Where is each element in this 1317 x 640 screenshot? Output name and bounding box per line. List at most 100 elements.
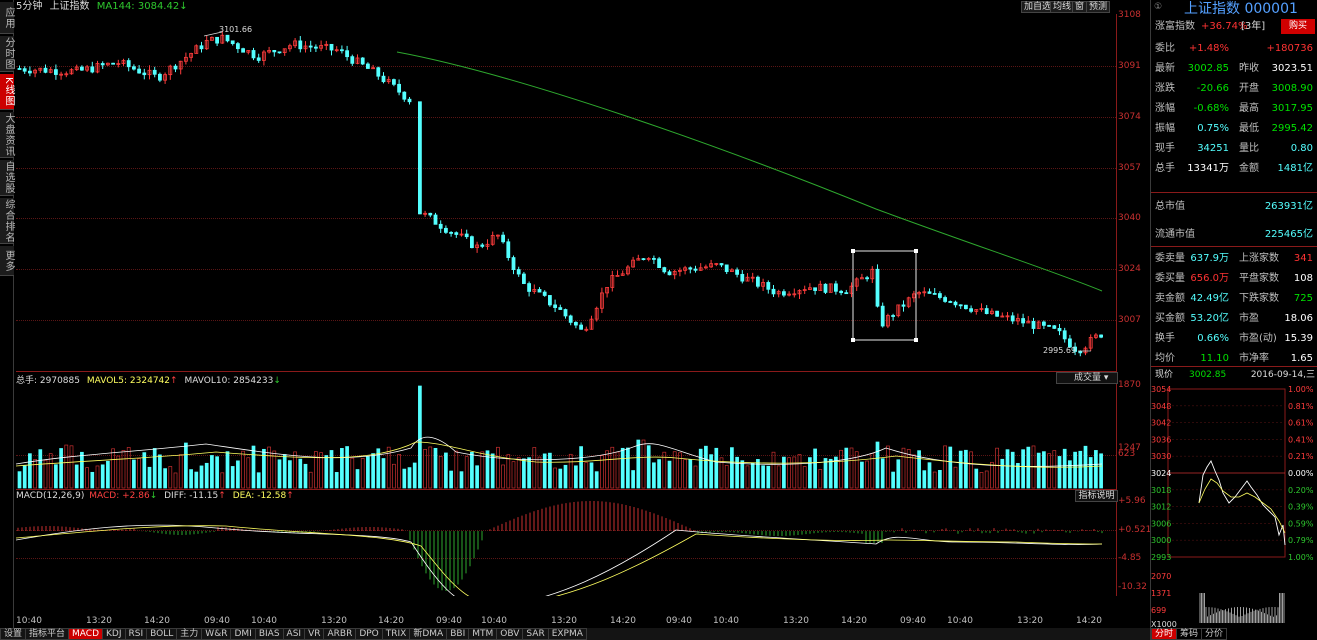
price-tick: 3040 xyxy=(1118,213,1141,223)
candle-down xyxy=(1047,324,1051,327)
indicator-tab[interactable]: DMI xyxy=(230,628,256,640)
volume-bar xyxy=(282,454,287,489)
candle-down xyxy=(43,67,48,73)
wealth-period: [3年] xyxy=(1241,21,1266,32)
volume-bar xyxy=(366,456,370,489)
candle-up xyxy=(303,45,308,50)
candle-up xyxy=(1026,320,1031,324)
candle-up xyxy=(594,307,599,320)
volume-bar xyxy=(147,466,152,489)
indicator-tabs: 设置 指标平台 MACD KDJ RSI BOLL 主力 W&R DMI BIAS ASI VR ARB… xyxy=(0,628,1150,640)
candle-down xyxy=(823,283,828,293)
candle-down xyxy=(17,68,22,70)
indicator-tab[interactable]: MTM xyxy=(468,628,498,640)
indicator-tab[interactable]: ASI xyxy=(282,628,306,640)
indicator-tab[interactable]: VR xyxy=(304,628,325,640)
candle-down xyxy=(652,258,656,260)
tab-chips[interactable]: 筹码 xyxy=(1176,628,1203,640)
indicator-tab[interactable]: ARBR xyxy=(323,628,357,640)
candle-up xyxy=(714,263,719,265)
volume-bar xyxy=(220,472,225,489)
mini-pct-tick: 0.79% xyxy=(1288,536,1314,545)
candle-up xyxy=(59,73,63,76)
mini-price-line xyxy=(1198,460,1286,546)
candle-down xyxy=(782,291,786,296)
indicator-tab[interactable]: BOLL xyxy=(146,628,178,640)
indicator-tab[interactable]: BBI xyxy=(446,628,470,640)
volume-bar xyxy=(943,445,947,489)
mini-pct-tick: 0.41% xyxy=(1288,435,1314,444)
sidebar-tab-timeshare[interactable]: 分时图 xyxy=(0,36,14,72)
time-tick: 09:40 xyxy=(204,616,230,626)
volume-bar xyxy=(808,457,812,489)
volume-bar xyxy=(901,447,906,489)
candle-up xyxy=(854,278,859,287)
volume-bar xyxy=(433,447,438,489)
indicator-tab[interactable]: KDJ xyxy=(102,628,126,640)
ma-button[interactable]: 均线 xyxy=(1050,1,1075,13)
candle-up xyxy=(48,69,53,73)
candle-down xyxy=(1078,351,1083,354)
volume-bar xyxy=(1016,463,1020,489)
tab-timeshare[interactable]: 分时 xyxy=(1151,628,1178,640)
candle-down xyxy=(958,304,963,307)
candle-up xyxy=(1083,347,1088,354)
volume-bar xyxy=(548,452,552,489)
indicator-tab[interactable]: W&R xyxy=(201,628,232,640)
volume-tick: 1247 xyxy=(1118,443,1141,453)
volume-bar xyxy=(199,465,204,489)
buy-button[interactable]: 购买 xyxy=(1281,19,1315,34)
indicator-tab[interactable]: OBV xyxy=(496,628,524,640)
indicator-tab[interactable]: EXPMA xyxy=(547,628,587,640)
volume-bar xyxy=(522,458,526,489)
volume-bars xyxy=(16,385,1103,489)
candle-down xyxy=(548,295,552,306)
volume-bar xyxy=(657,459,661,489)
volume-bar xyxy=(1010,451,1015,489)
sidebar-tab-watchlist[interactable]: 自选股 xyxy=(0,160,14,196)
volume-bar xyxy=(381,458,386,489)
indicator-dropdown[interactable]: 成交量 ▾ xyxy=(1056,372,1118,384)
forecast-button[interactable]: 预测 xyxy=(1086,1,1111,13)
candle-up xyxy=(678,269,682,272)
indicator-tab[interactable]: 设置 xyxy=(0,628,27,640)
candle-up xyxy=(626,266,630,275)
quote-row: 涨幅 -0.68% 最高 3017.95 xyxy=(1155,100,1315,118)
mini-price-tick: 3048 xyxy=(1151,402,1171,411)
macd-panel: MACD(12,26,9) MACD: +2.86↓ DIFF: -11.15↑… xyxy=(16,489,1118,596)
sidebar-tab-ranking[interactable]: 综合排名 xyxy=(0,198,14,244)
candlestick-chart[interactable] xyxy=(16,14,1116,370)
candle-down xyxy=(865,277,869,280)
indicator-help-button[interactable]: 指标说明 xyxy=(1075,490,1118,502)
sidebar-tab-news[interactable]: 大盘资讯 xyxy=(0,112,14,158)
indicator-tab[interactable]: 新DMA xyxy=(409,628,448,640)
indicator-tab[interactable]: TRIX xyxy=(381,628,411,640)
indicator-tab[interactable]: SAR xyxy=(522,628,549,640)
info-icon[interactable]: ① xyxy=(1154,2,1163,12)
indicator-tab[interactable]: 主力 xyxy=(176,628,203,640)
sidebar-tab-app[interactable]: 应用 xyxy=(0,2,14,34)
sidebar-tab-more[interactable]: 更多 xyxy=(0,246,14,276)
sidebar-tab-kline[interactable]: K线图 xyxy=(0,74,14,110)
indicator-tab[interactable]: 指标平台 xyxy=(25,628,70,640)
candle-up xyxy=(974,309,979,312)
tab-price[interactable]: 分价 xyxy=(1201,628,1228,640)
mini-price-tick: 3054 xyxy=(1151,385,1171,394)
candle-up xyxy=(64,73,69,76)
indicator-tab[interactable]: DPO xyxy=(355,628,383,640)
candle-up xyxy=(287,45,292,50)
mavol5-label: MAVOL5: 2324742 xyxy=(86,376,171,386)
mini-price-tick: 3000 xyxy=(1151,536,1171,545)
selection-box[interactable] xyxy=(845,245,925,345)
indicator-tab[interactable]: RSI xyxy=(124,628,148,640)
indicator-tab[interactable]: MACD xyxy=(68,628,104,640)
window-button[interactable]: 窗 xyxy=(1072,1,1088,13)
candle-down xyxy=(667,271,672,276)
candle-up xyxy=(204,39,209,50)
indicator-tab[interactable]: BIAS xyxy=(254,628,284,640)
quote-label: 委卖量 xyxy=(1155,253,1185,264)
quote-label: 昨收 xyxy=(1239,63,1259,74)
intraday-mini-chart[interactable]: 3054 1.00% 3048 0.81% 3042 0.61% 3036 0.41% 3030… xyxy=(1151,385,1317,628)
candle-up xyxy=(490,235,495,245)
quote-value: -0.68% xyxy=(1193,103,1229,114)
